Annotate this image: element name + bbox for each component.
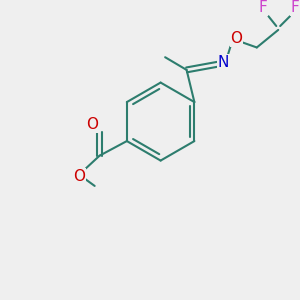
Text: O: O — [73, 169, 85, 184]
Text: O: O — [230, 31, 242, 46]
Text: F: F — [258, 0, 267, 15]
Text: O: O — [86, 117, 98, 132]
Text: F: F — [290, 0, 299, 15]
Text: N: N — [218, 55, 229, 70]
